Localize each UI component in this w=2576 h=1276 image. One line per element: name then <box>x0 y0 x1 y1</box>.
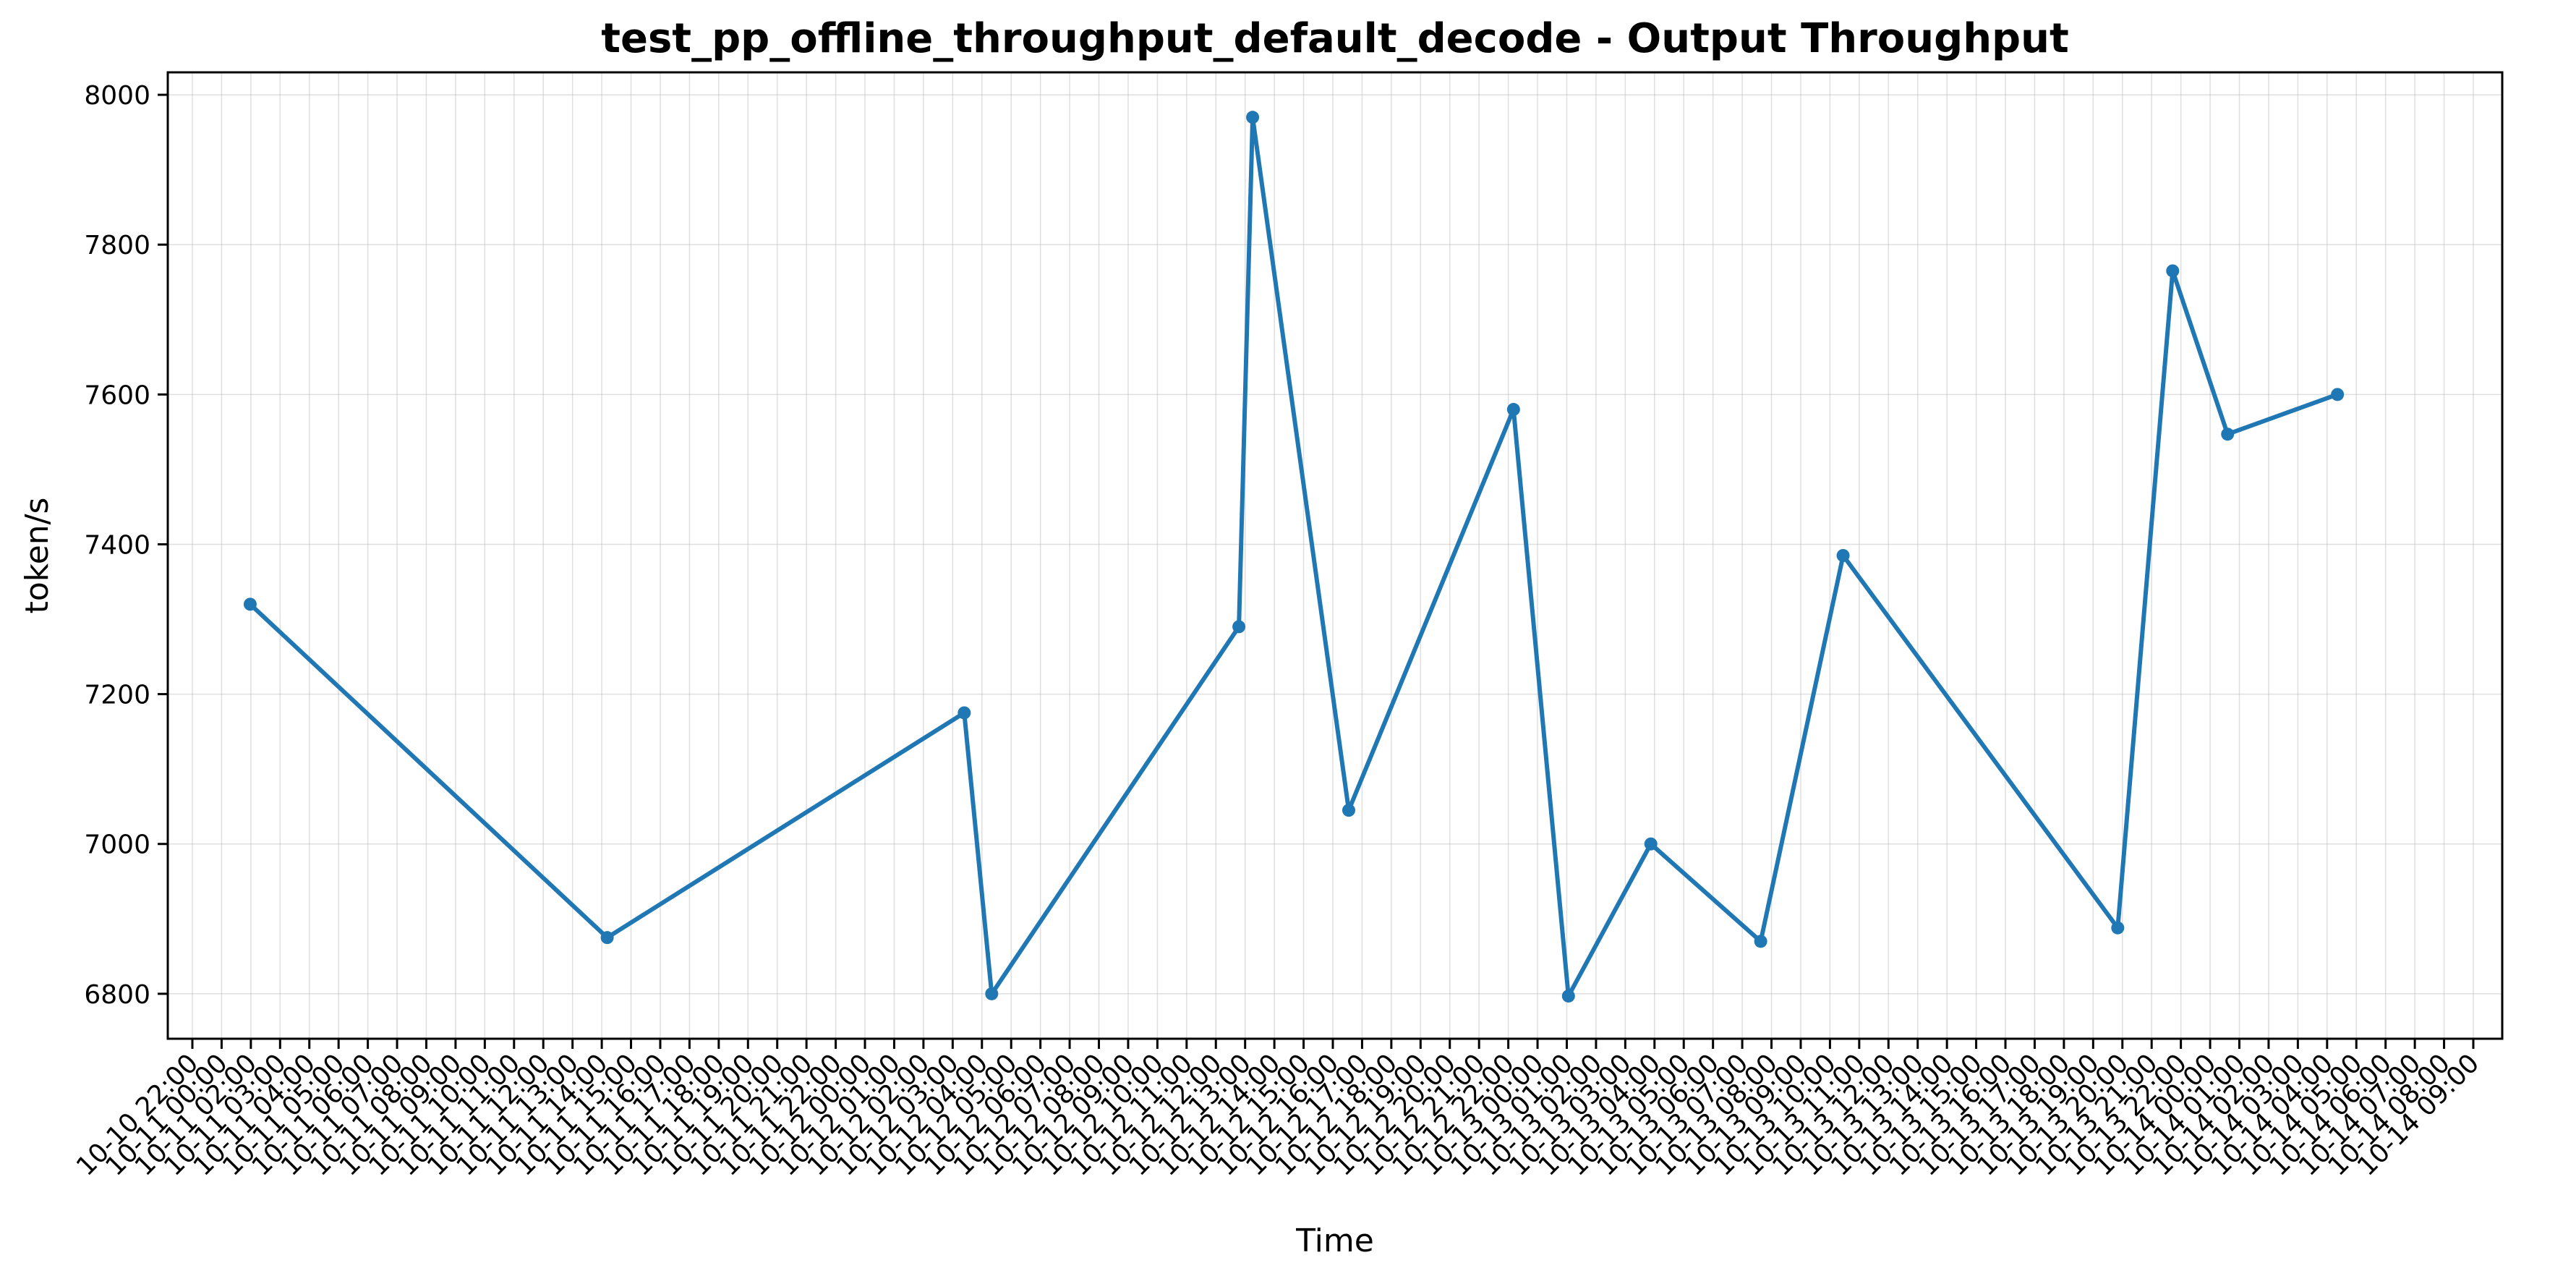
data-point <box>1754 935 1767 948</box>
y-tick-label: 8000 <box>84 81 150 111</box>
data-point <box>2111 921 2125 935</box>
data-point <box>2166 264 2180 278</box>
x-axis-label: Time <box>1295 1222 1374 1259</box>
data-point <box>1561 989 1575 1003</box>
data-point <box>2331 388 2345 401</box>
y-tick-label: 7200 <box>84 681 150 710</box>
y-tick-label: 7600 <box>84 380 150 410</box>
y-tick-label: 6800 <box>84 980 150 1010</box>
data-point <box>243 597 257 611</box>
data-point <box>1246 111 1260 124</box>
data-point <box>1644 837 1658 851</box>
y-axis-label: token/s <box>19 498 56 614</box>
data-point <box>1836 549 1850 562</box>
plot-area-frame <box>166 71 2504 1040</box>
grid <box>168 72 2502 1039</box>
y-tick-label: 7800 <box>84 231 150 260</box>
data-point <box>600 931 614 945</box>
data-points <box>243 111 2345 1003</box>
data-point <box>1506 403 1520 417</box>
y-tick-label: 7000 <box>84 830 150 860</box>
y-axis-ticks: 6800 7000 7200 7400 7600 7800 8000 <box>84 81 168 1010</box>
data-point <box>958 706 971 720</box>
data-point <box>1342 804 1355 817</box>
series-line <box>248 115 2339 998</box>
y-tick-label: 7400 <box>84 530 150 560</box>
series-line-group <box>248 115 2339 998</box>
data-point <box>2221 428 2235 441</box>
data-point <box>985 987 999 1000</box>
data-point <box>1232 620 1246 634</box>
chart-title: test_pp_offline_throughput_default_decod… <box>601 15 2069 62</box>
